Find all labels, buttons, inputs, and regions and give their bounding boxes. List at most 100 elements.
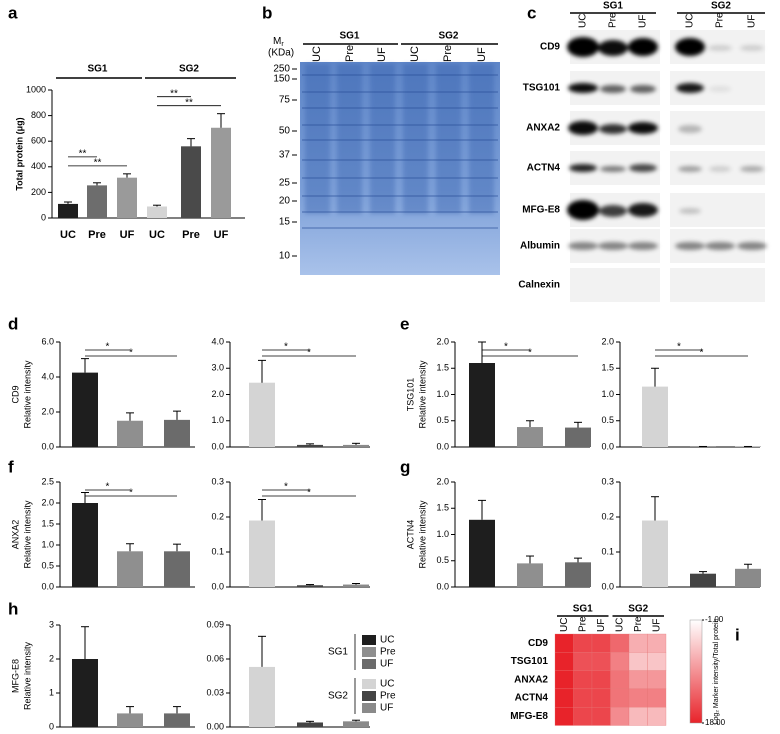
legend-label: UC [380,679,394,690]
panel-letter: g [400,457,410,476]
y-tick-label: 6.0 [41,336,54,346]
protein-label: TSG101 [523,83,561,94]
bar [58,203,78,218]
y-tick-label: 0.5 [41,560,54,570]
y-tick-label: 3 [49,619,54,629]
protein-label: Albumin [520,241,560,252]
bar [565,562,591,587]
heatmap-cell [628,633,648,653]
y-tick-label: 0.5 [436,555,449,565]
bar [517,563,543,587]
lane-label: UF [476,47,488,62]
bar [343,721,369,727]
panel-letter: e [400,314,409,333]
significance-label: ** [185,97,193,108]
y-tick-label: 0.06 [206,653,224,663]
legend-group: SG1 [328,647,348,658]
lane-label: Pre [715,12,726,28]
y-tick-label: 1.0 [436,529,449,539]
bar [117,551,143,587]
y-tick-label: 0.0 [41,441,54,451]
lane-label: Pre [344,45,356,62]
legend-swatch [362,635,376,645]
y-tick-label: 3.0 [211,363,224,373]
bar [72,659,98,727]
y-tick-label: 4.0 [211,336,224,346]
y-axis-label: ACTN4 [405,520,415,550]
heatmap-cell [573,633,593,653]
heatmap-cell [573,652,593,671]
y-tick-label: 1.0 [211,415,224,425]
bar [469,519,495,587]
protein-label: MFG-E8 [522,205,560,216]
column-label: UF [651,619,662,632]
marker-label: 150 [273,74,290,85]
x-tick-label: Pre [88,229,106,241]
gel-image [300,62,500,275]
heatmap-cell [647,688,667,708]
panel-letter: i [735,625,740,644]
y-tick-label: 0.0 [601,581,614,591]
heatmap-cell [628,707,648,726]
heatmap-cell [610,688,630,708]
bar [164,419,190,447]
row-label: TSG101 [511,656,549,667]
lane-label: UF [747,15,758,28]
panel-letter: d [8,314,18,333]
bar [297,444,323,447]
group-label: SG2 [628,604,648,615]
bar [343,584,369,587]
significance-label: * [129,348,133,359]
y-tick-label: 0.0 [211,441,224,451]
y-tick-label: 0.03 [206,687,224,697]
panel-letter: c [527,3,536,22]
group-label: SG1 [603,1,623,12]
y-tick-label: 0.3 [601,476,614,486]
y-tick-label: 0.09 [206,619,224,629]
lane-label: UC [578,14,589,28]
legend-swatch [362,647,376,657]
significance-label: * [307,488,311,499]
significance-label: * [129,488,133,499]
group-label: SG2 [438,31,458,42]
y-tick-label: 2.0 [41,406,54,416]
y-tick-label: 1 [49,687,54,697]
lane-label: UF [638,15,649,28]
y-tick-label: 1.5 [436,363,449,373]
y-tick-label: 0.00 [206,721,224,731]
y-axis-label: MFG-E8 [10,659,20,693]
y-tick-label: 0.0 [41,581,54,591]
group-label: SG1 [87,64,107,75]
panel-letter: a [8,3,18,22]
y-tick-label: 1.5 [436,503,449,513]
panel-letter: f [8,457,14,476]
lane-label: UF [376,47,388,62]
column-label: UF [596,619,607,632]
heatmap-cell [573,707,593,726]
significance-label: * [284,342,288,353]
bar [87,185,107,218]
heatmap-cell [610,670,630,690]
y-axis-label: Relative intensity [22,500,32,569]
group-label: SG1 [339,31,359,42]
heatmap-cell [554,633,574,653]
y-tick-label: 2.5 [41,476,54,486]
bar [249,382,275,447]
y-tick-label: 2.0 [211,389,224,399]
y-axis-label: ANXA2 [10,520,20,550]
y-tick-label: 2.0 [436,336,449,346]
bar [565,427,591,447]
heatmap-cell [628,688,648,708]
y-tick-label: 2 [49,653,54,663]
x-tick-label: UF [120,229,135,241]
y-tick-label: 200 [31,187,46,197]
column-label: UC [614,618,625,632]
blot-image [567,30,767,302]
panel-letter: b [262,3,272,22]
x-tick-label: Pre [182,229,200,241]
colorbar-tick-label: -1.00 [705,615,724,624]
column-label: Pre [577,616,588,632]
y-tick-label: 0 [41,212,46,222]
bar [690,573,716,587]
